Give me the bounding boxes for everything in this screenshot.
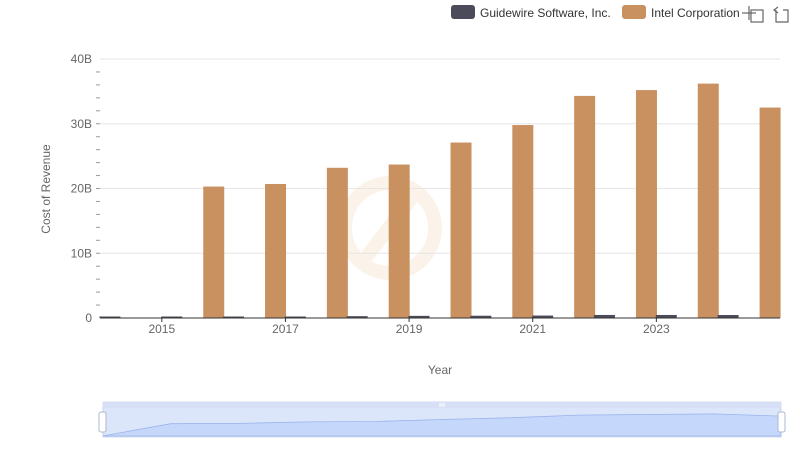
x-tick-label: 2019 [396,322,423,336]
bar-intel-2019[interactable] [450,142,472,318]
bar-guidewire-2021[interactable] [532,315,554,318]
x-axis-title: Year [428,363,452,377]
bar-intel-2023[interactable] [697,83,719,318]
bar-guidewire-2014[interactable] [99,316,121,319]
slider-handle-right[interactable] [777,411,786,433]
y-tick-label: 10B [71,246,92,260]
bar-guidewire-2020[interactable] [470,315,492,318]
bar-guidewire-2019[interactable] [408,315,430,318]
y-axis-minor-ticks [96,71,100,306]
restore-icon[interactable] [773,6,789,23]
bar-guidewire-2022[interactable] [593,314,615,318]
y-tick-label: 30B [71,117,92,131]
zoom-icon[interactable] [742,6,764,23]
x-tick-label: 2021 [519,322,546,336]
x-tick-label: 2015 [148,322,175,336]
bar-guidewire-2023[interactable] [655,314,677,318]
bar-intel-2022[interactable] [635,90,657,318]
legend-swatch [451,5,475,19]
x-tick-label: 2023 [643,322,670,336]
x-tick-label: 2017 [272,322,299,336]
bar-guidewire-2017[interactable] [284,316,306,319]
slider-selected-range [103,408,781,437]
legend-swatch [622,5,646,19]
bar-guidewire-2018[interactable] [346,316,368,318]
y-tick-label: 0 [85,311,92,325]
slider-handle-left[interactable] [98,411,107,433]
legend[interactable]: Guidewire Software, Inc. Intel Corporati… [451,5,740,20]
legend-label: Guidewire Software, Inc. [480,6,611,20]
data-zoom-slider[interactable] [98,401,786,438]
y-tick-label: 40B [71,52,92,66]
slider-move-handle-icon[interactable] [439,403,445,407]
bar-intel-2024[interactable] [759,107,781,318]
bar-intel-2020[interactable] [512,125,534,318]
bar-guidewire-2016[interactable] [223,316,245,319]
bar-guidewire-2024[interactable] [717,315,739,318]
bar-intel-2015[interactable] [203,186,225,318]
y-tick-label: 20B [71,182,92,196]
legend-item-guidewire[interactable]: Guidewire Software, Inc. [451,5,611,20]
bar-guidewire-2015[interactable] [161,316,183,319]
bar-intel-2018[interactable] [388,164,410,318]
slider-preview-area [102,413,782,437]
legend-item-intel[interactable]: Intel Corporation [622,5,740,20]
bar-intel-2016[interactable] [265,183,287,318]
y-axis-title: Cost of Revenue [39,144,53,234]
legend-label: Intel Corporation [651,6,740,20]
bar-intel-2017[interactable] [326,167,348,318]
bar-intel-2021[interactable] [574,95,596,318]
x-axis-tick-labels: 2015 2017 2019 2021 2023 [148,318,670,336]
bars[interactable] [99,83,781,319]
y-axis-tick-labels: 0 10B 20B 30B 40B [71,52,93,325]
